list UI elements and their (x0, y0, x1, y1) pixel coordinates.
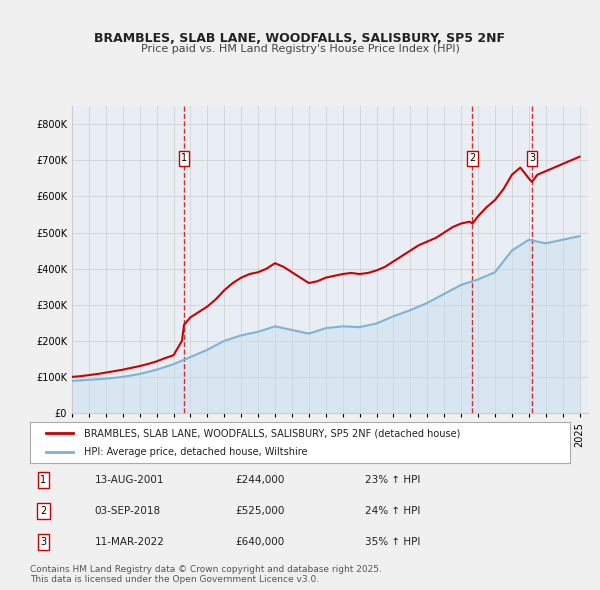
Text: 23% ↑ HPI: 23% ↑ HPI (365, 475, 420, 485)
Text: 2: 2 (469, 153, 476, 163)
Text: 13-AUG-2001: 13-AUG-2001 (95, 475, 164, 485)
Text: 1: 1 (181, 153, 187, 163)
Text: BRAMBLES, SLAB LANE, WOODFALLS, SALISBURY, SP5 2NF: BRAMBLES, SLAB LANE, WOODFALLS, SALISBUR… (95, 32, 505, 45)
Text: 3: 3 (529, 153, 535, 163)
Text: 03-SEP-2018: 03-SEP-2018 (95, 506, 161, 516)
Text: 24% ↑ HPI: 24% ↑ HPI (365, 506, 420, 516)
Text: HPI: Average price, detached house, Wiltshire: HPI: Average price, detached house, Wilt… (84, 447, 308, 457)
Text: £640,000: £640,000 (235, 537, 284, 547)
Text: 1: 1 (40, 475, 47, 485)
Text: BRAMBLES, SLAB LANE, WOODFALLS, SALISBURY, SP5 2NF (detached house): BRAMBLES, SLAB LANE, WOODFALLS, SALISBUR… (84, 428, 460, 438)
Text: 3: 3 (40, 537, 47, 547)
Text: Price paid vs. HM Land Registry's House Price Index (HPI): Price paid vs. HM Land Registry's House … (140, 44, 460, 54)
Text: 2: 2 (40, 506, 47, 516)
Text: 11-MAR-2022: 11-MAR-2022 (95, 537, 164, 547)
Text: Contains HM Land Registry data © Crown copyright and database right 2025.
This d: Contains HM Land Registry data © Crown c… (30, 565, 382, 584)
Text: £244,000: £244,000 (235, 475, 284, 485)
Text: £525,000: £525,000 (235, 506, 284, 516)
Text: 35% ↑ HPI: 35% ↑ HPI (365, 537, 420, 547)
